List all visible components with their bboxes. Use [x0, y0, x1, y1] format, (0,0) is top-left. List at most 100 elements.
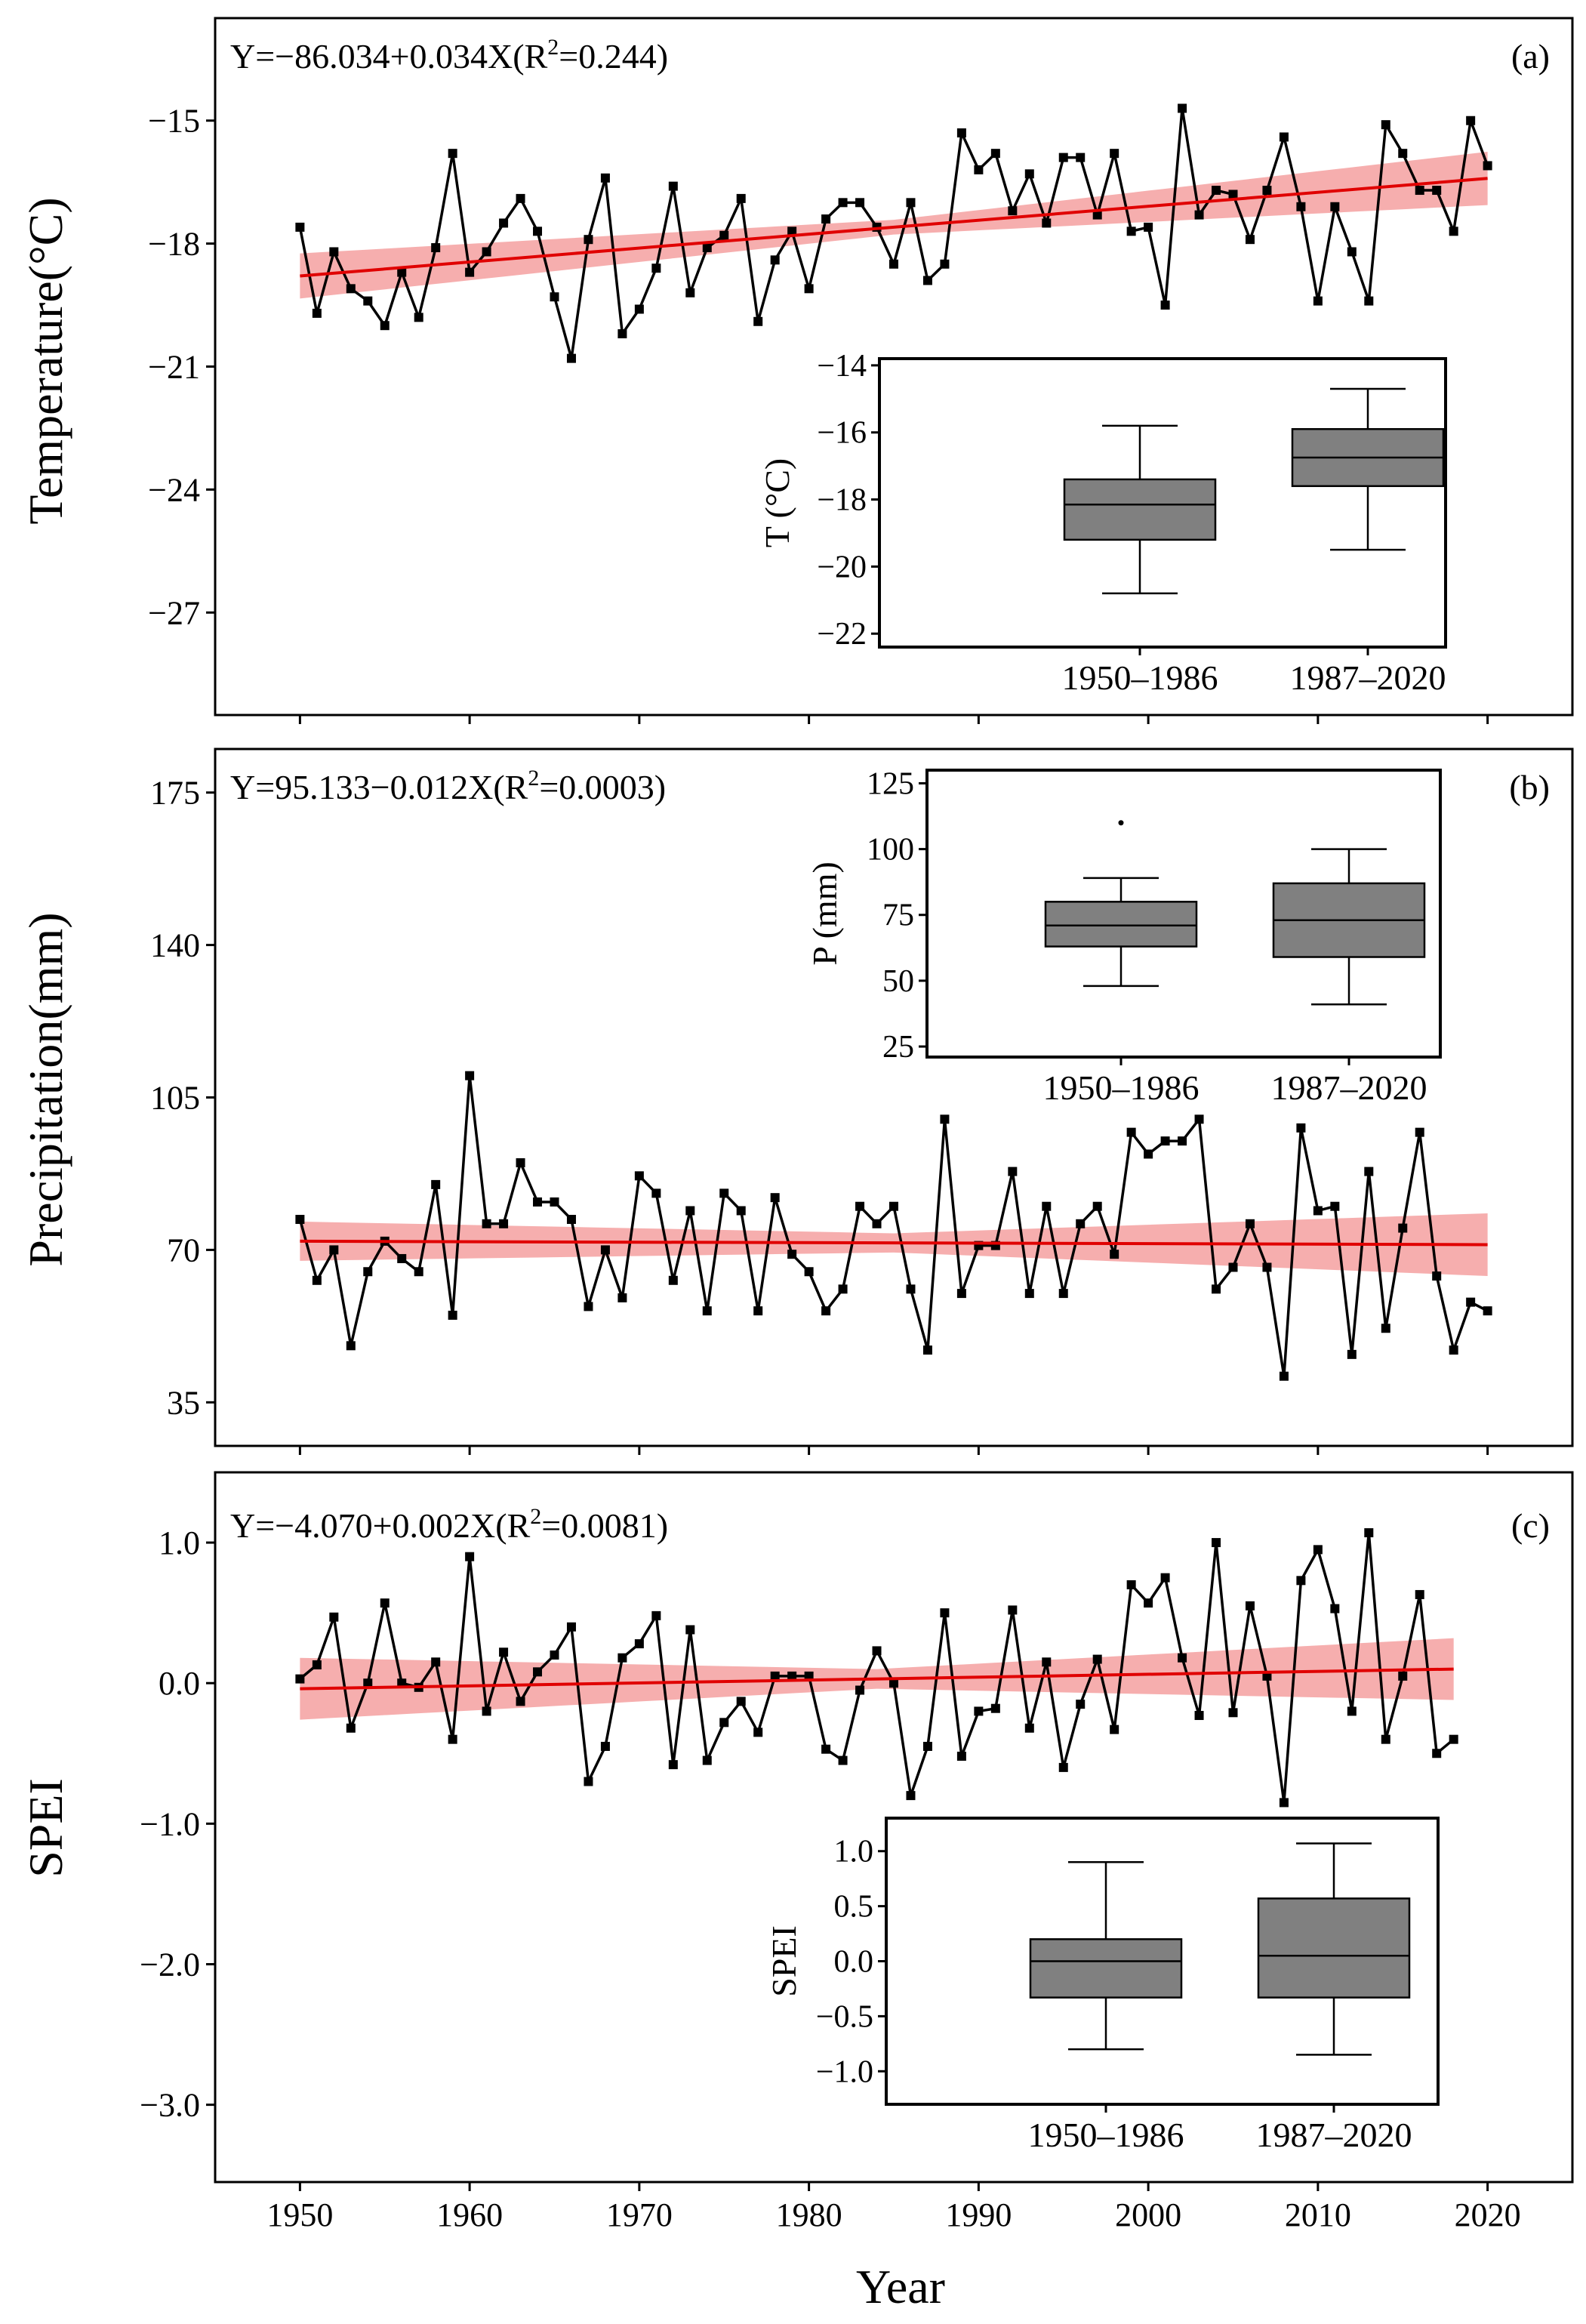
equation-end: =0.0003): [539, 768, 666, 806]
inset-y-axis-label: SPEI: [765, 1925, 803, 1997]
data-point: [1092, 1201, 1102, 1211]
panel-label-b: (b): [1509, 768, 1550, 806]
precipitation-panel: 175 140 105 70 35 125 100 75 50 25 P (mm) 1950–1986…: [150, 747, 1574, 1455]
data-point: [431, 1657, 441, 1667]
data-point: [499, 1647, 509, 1657]
equation-sup: 2: [530, 1504, 541, 1529]
data-point: [1160, 1573, 1170, 1583]
y-tick-label: −1.0: [140, 1805, 200, 1842]
data-point: [1194, 1711, 1204, 1721]
data-point: [1160, 301, 1170, 310]
data-point: [1262, 1262, 1272, 1272]
data-point: [1008, 1605, 1018, 1615]
inset-x-tick-label: 1950–1986: [1043, 1068, 1200, 1107]
data-point: [685, 1625, 695, 1635]
data-point: [1042, 218, 1052, 228]
data-point: [634, 304, 644, 314]
equation-end: =0.244): [559, 37, 668, 76]
inset-y-axis-label: T (°C): [758, 458, 796, 547]
data-point: [516, 1158, 525, 1168]
y-tick-label: 105: [150, 1080, 200, 1117]
equation-main: Y=95.133−0.012X(R: [230, 768, 528, 806]
data-point: [668, 1760, 678, 1770]
data-point: [990, 1703, 1000, 1713]
data-point: [566, 1622, 576, 1632]
data-point: [956, 128, 966, 138]
data-point: [312, 1275, 322, 1285]
data-point: [702, 1306, 712, 1316]
data-point: [1347, 247, 1357, 257]
data-point: [922, 1741, 932, 1751]
data-point: [448, 1310, 457, 1320]
data-point: [329, 247, 339, 257]
data-point: [312, 1660, 322, 1670]
trend-line: [300, 177, 1488, 278]
inset-x-tick-label: 1987–2020: [1290, 658, 1446, 697]
x-tick-label: 1980: [776, 2196, 842, 2233]
data-point: [1144, 222, 1153, 232]
data-point: [482, 247, 491, 257]
data-point: [855, 1685, 865, 1695]
y-tick-label: 35: [167, 1384, 200, 1421]
data-point: [685, 288, 695, 297]
data-point: [651, 264, 661, 273]
data-point: [736, 1697, 746, 1706]
box-iqr: [1029, 1938, 1183, 1999]
data-point: [1008, 1167, 1018, 1176]
data-point: [1313, 296, 1323, 306]
data-point: [702, 1755, 712, 1765]
data-point: [1008, 206, 1018, 216]
y-tick-label: 140: [150, 927, 200, 964]
data-point: [906, 1284, 916, 1294]
x-tick-label: 2000: [1115, 2196, 1181, 2233]
data-point: [617, 1653, 627, 1663]
x-axis-label: Year: [856, 2260, 945, 2313]
data-point: [1483, 1306, 1492, 1316]
data-point: [719, 1718, 729, 1728]
equation-sup: 2: [528, 766, 539, 791]
data-point: [414, 1267, 423, 1277]
data-point: [1398, 1671, 1408, 1681]
data-point: [838, 1284, 848, 1294]
inset-y-tick-label: 25: [882, 1030, 914, 1065]
inset-x-tick-label: 1987–2020: [1271, 1068, 1427, 1107]
x-tick-label: 1960: [436, 2196, 503, 2233]
data-point: [685, 1206, 695, 1216]
inset-y-tick-label: −18: [817, 483, 867, 518]
trend-line: [300, 1667, 1454, 1691]
data-point: [465, 1071, 475, 1080]
data-point: [1126, 1580, 1136, 1589]
data-point: [1092, 210, 1102, 220]
data-point: [736, 193, 746, 203]
data-point: [363, 1678, 373, 1688]
inset-y-tick-label: 50: [882, 964, 914, 999]
data-point: [397, 267, 407, 277]
inset-y-tick-label: −1.0: [816, 2054, 873, 2089]
data-point: [1296, 202, 1306, 211]
temperature-y-axis-label: Temperature(°C): [19, 197, 72, 524]
data-point: [1058, 1289, 1068, 1299]
data-point: [1212, 1538, 1221, 1548]
data-point: [770, 255, 780, 265]
data-point: [1178, 1653, 1187, 1663]
data-point: [1415, 186, 1424, 196]
data-point: [974, 165, 984, 174]
data-point: [974, 1706, 984, 1716]
inset-y-tick-label: 1.0: [834, 1835, 874, 1869]
data-point: [1058, 153, 1068, 162]
data-point: [600, 173, 610, 183]
data-point: [346, 1723, 356, 1733]
data-point: [1228, 1708, 1238, 1718]
data-point: [533, 1667, 543, 1677]
data-point: [448, 1734, 457, 1744]
data-point: [1042, 1201, 1052, 1211]
data-point: [1483, 161, 1492, 171]
data-point: [940, 259, 950, 269]
data-point: [1058, 1762, 1068, 1772]
data-point: [550, 292, 559, 302]
data-point: [1330, 1201, 1340, 1211]
box-iqr: [1044, 901, 1198, 948]
temperature-panel: −15 −18 −21 −24 −27 −14 −16 −18 −20 −22 T (°C) 1950…: [148, 17, 1574, 724]
data-point: [533, 1197, 543, 1207]
